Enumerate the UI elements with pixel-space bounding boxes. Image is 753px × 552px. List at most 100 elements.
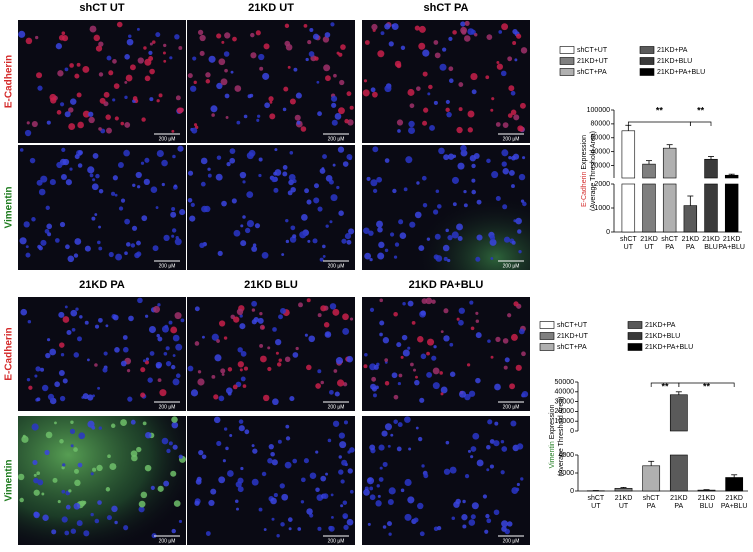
cell-nucleus (137, 185, 140, 188)
significance-bracket (628, 122, 690, 126)
cell-nucleus (219, 396, 225, 402)
cell-nucleus (35, 36, 38, 39)
cell-nucleus (28, 320, 31, 323)
cell-nucleus (429, 125, 435, 131)
cell-nucleus (377, 484, 380, 487)
cell-nucleus (414, 380, 419, 385)
cell-nucleus (62, 463, 65, 466)
cell-nucleus (337, 379, 344, 386)
cell-nucleus (396, 63, 401, 68)
cell-nucleus (136, 251, 141, 256)
y-tick-label: 80000 (591, 121, 611, 128)
cell-nucleus (289, 396, 294, 401)
cell-nucleus (428, 85, 433, 90)
y-axis-label-text: Expression (549, 405, 556, 440)
cell-nucleus (148, 51, 152, 55)
cell-nucleus (398, 422, 403, 427)
cell-nucleus (491, 97, 494, 100)
cell-nucleus (490, 109, 493, 112)
cell-nucleus (407, 347, 410, 350)
cell-nucleus (511, 91, 516, 96)
cell-nucleus (409, 222, 415, 228)
cell-nucleus (297, 527, 301, 531)
cell-nucleus (412, 321, 416, 325)
cell-nucleus (108, 70, 113, 75)
cell-nucleus (196, 479, 202, 485)
cell-nucleus (317, 527, 321, 531)
cell-nucleus (74, 469, 79, 474)
cell-nucleus (139, 501, 146, 508)
legend-swatch (628, 333, 642, 340)
cell-nucleus (177, 146, 183, 152)
cell-nucleus (35, 366, 40, 371)
cell-nucleus (114, 83, 120, 89)
cell-nucleus (463, 190, 466, 193)
cell-nucleus (273, 188, 278, 193)
cell-nucleus (175, 344, 182, 351)
column-header: shCT UT (79, 2, 125, 14)
cell-nucleus (459, 107, 463, 111)
cell-nucleus (51, 529, 56, 534)
cell-nucleus (112, 59, 117, 64)
cell-nucleus (82, 66, 89, 73)
cell-nucleus (157, 303, 160, 306)
cell-nucleus (216, 33, 221, 38)
cell-nucleus (105, 114, 110, 119)
cell-nucleus (379, 299, 383, 303)
cell-nucleus (263, 395, 269, 401)
cell-nucleus (389, 487, 396, 494)
cell-nucleus (64, 531, 69, 536)
cell-nucleus (320, 305, 326, 311)
green-signal (18, 416, 186, 545)
cell-nucleus (87, 166, 94, 173)
cell-nucleus (471, 164, 475, 168)
cell-nucleus (145, 315, 148, 318)
cell-nucleus (517, 229, 521, 233)
cell-nucleus (136, 447, 141, 452)
x-tick-label: shCT (587, 495, 604, 502)
cell-nucleus (229, 158, 235, 164)
cell-nucleus (121, 199, 125, 203)
cell-nucleus (462, 524, 466, 528)
cell-nucleus (62, 516, 68, 522)
cell-nucleus (335, 391, 340, 396)
micrograph: 200 µM (18, 20, 186, 143)
cell-nucleus (458, 236, 463, 241)
cell-nucleus (133, 96, 138, 101)
cell-nucleus (471, 446, 477, 452)
cell-nucleus (124, 81, 127, 84)
x-tick-label: PA (674, 503, 683, 510)
cell-nucleus (370, 179, 377, 186)
cell-nucleus (392, 189, 396, 193)
cell-nucleus (328, 439, 332, 443)
cell-nucleus (338, 146, 344, 152)
cell-nucleus (293, 68, 297, 72)
cell-nucleus (151, 486, 155, 490)
cell-nucleus (100, 98, 106, 104)
cell-nucleus (99, 72, 103, 76)
cell-nucleus (221, 41, 224, 44)
cell-nucleus (243, 384, 247, 388)
cell-nucleus (258, 174, 261, 177)
cell-nucleus (470, 73, 477, 80)
cell-nucleus (385, 249, 388, 252)
cell-nucleus (288, 190, 293, 195)
cell-nucleus (408, 447, 411, 450)
y-axis-label-highlight: Vimentin (549, 441, 556, 468)
cell-nucleus (140, 393, 145, 398)
cell-nucleus (512, 241, 516, 245)
cell-nucleus (173, 378, 180, 385)
cell-nucleus (469, 301, 473, 305)
cell-nucleus (141, 215, 147, 221)
cell-nucleus (50, 179, 56, 185)
cell-nucleus (459, 308, 465, 314)
cell-nucleus (325, 32, 331, 38)
cell-nucleus (275, 339, 281, 345)
cell-nucleus (408, 301, 414, 307)
cell-nucleus (439, 371, 443, 375)
cell-nucleus (94, 213, 97, 216)
cell-nucleus (226, 116, 229, 119)
cell-nucleus (504, 366, 508, 370)
cell-nucleus (396, 342, 401, 347)
cell-nucleus (270, 498, 277, 505)
